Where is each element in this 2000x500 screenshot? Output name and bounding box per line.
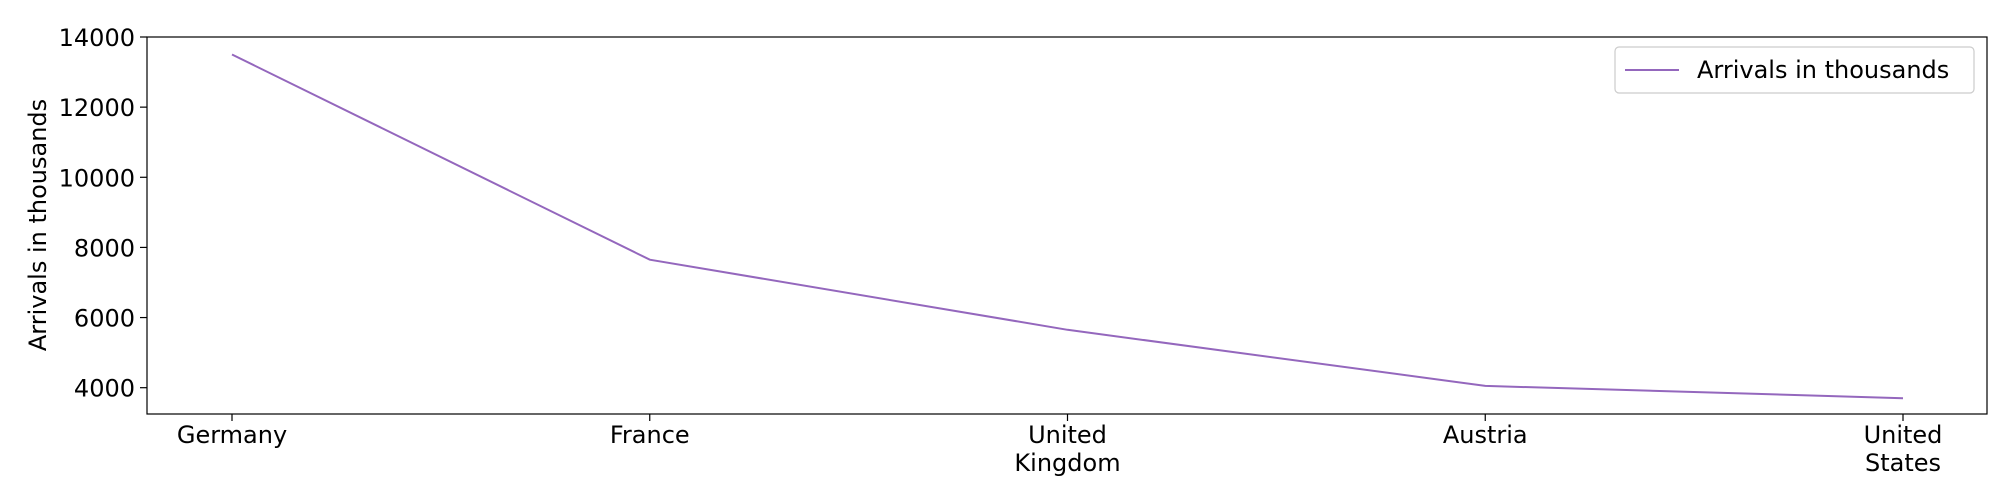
x-tick-label: Germany [177, 421, 287, 449]
plot-area [147, 37, 1987, 414]
y-axis-title: Arrivals in thousands [24, 99, 52, 351]
x-tick-label-line: United [1864, 421, 1943, 449]
legend-label: Arrivals in thousands [1697, 56, 1949, 84]
x-tick-label: United Kingdom [1014, 421, 1120, 477]
x-tick-label-line: Austria [1443, 421, 1528, 449]
legend-box [1614, 46, 1975, 94]
plot-frame [146, 36, 1988, 415]
x-tick-label-line: France [610, 421, 690, 449]
x-tick-label-line: Germany [177, 421, 287, 449]
x-tick-label: Austria [1443, 421, 1528, 449]
x-tick-label-line: United [1028, 421, 1107, 449]
y-tick-label: 10000 [59, 164, 135, 192]
y-tick-label: 14000 [59, 24, 135, 52]
y-tick-label: 4000 [74, 375, 135, 403]
x-tick-label: France [610, 421, 690, 449]
x-tick-label: United States [1864, 421, 1943, 477]
x-tick-label-line: States [1865, 449, 1941, 477]
series-line-arrivals [231, 53, 1904, 400]
y-tick-label: 12000 [59, 94, 135, 122]
legend: Arrivals in thousands [1614, 46, 1975, 94]
x-tick-label-line: Kingdom [1014, 449, 1120, 477]
y-tick-label: 8000 [74, 234, 135, 262]
y-tick-label: 6000 [74, 305, 135, 333]
y-axis: 4000 6000 8000 10000 12000 14000 [59, 24, 147, 403]
